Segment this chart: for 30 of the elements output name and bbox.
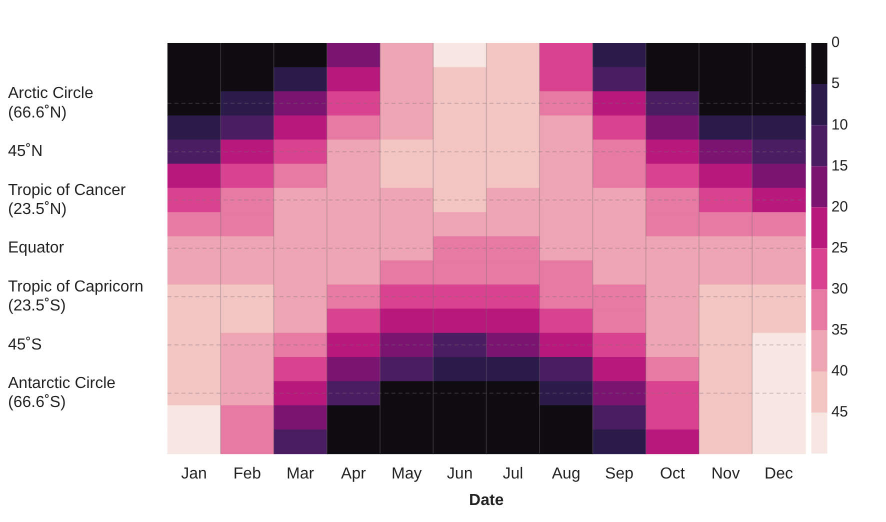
color-bar-label: 35	[831, 322, 848, 339]
color-bar-label: 40	[831, 362, 848, 380]
y-tick-label: Tropic of Cancer (23.5˚N)	[8, 182, 126, 218]
color-bar-label: 15	[831, 157, 848, 174]
x-tick-label: Nov	[711, 466, 740, 483]
y-tick-label: Equator	[8, 240, 65, 257]
x-tick-label: Jun	[446, 466, 473, 483]
x-axis-title: Date	[469, 492, 504, 509]
color-bar-label: 0	[831, 34, 840, 52]
color-bar-label: 45	[831, 404, 848, 421]
x-tick-label: Feb	[233, 466, 262, 483]
x-tick-label: Jan	[181, 466, 207, 483]
color-bar-label: 20	[831, 198, 848, 216]
y-tick-label: Tropic of Capricorn (23.5˚S)	[8, 278, 144, 315]
y-tick-label: Arctic Circle (66.6˚N)	[8, 85, 94, 122]
x-tick-label: Oct	[660, 466, 686, 483]
x-tick-label: May	[392, 466, 422, 483]
y-tick-label: 45˚N	[8, 143, 43, 160]
x-tick-label: Aug	[552, 466, 580, 483]
color-bar-label: 5	[831, 75, 840, 92]
color-bar-label: 10	[831, 116, 848, 134]
x-tick-label: Sep	[605, 466, 634, 483]
x-tick-label: Apr	[341, 466, 367, 483]
y-tick-label: 45˚S	[8, 336, 42, 354]
y-tick-label: Antarctic Circle (66.6˚S)	[8, 375, 116, 412]
x-tick-label: Dec	[764, 466, 793, 483]
color-bar-label: 25	[831, 239, 848, 256]
x-tick-label: Jul	[502, 466, 524, 483]
x-tick-label: Mar	[286, 466, 315, 483]
color-bar-label: 30	[831, 280, 848, 298]
